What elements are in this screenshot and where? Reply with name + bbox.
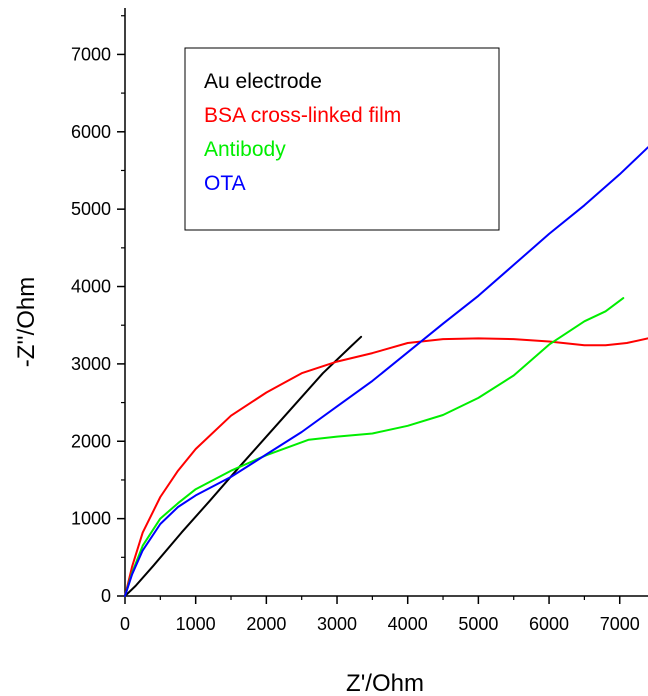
y-tick-label: 5000 <box>71 199 111 219</box>
x-ticks: 0 1000 2000 3000 4000 5000 6000 7000 <box>120 596 640 634</box>
series-line-antibody <box>124 297 625 597</box>
y-tick-label: 2000 <box>71 431 111 451</box>
y-tick-label: 0 <box>101 586 111 606</box>
y-tick-label: 4000 <box>71 277 111 297</box>
x-tick-label: 2000 <box>246 614 286 634</box>
x-tick-label: 3000 <box>317 614 357 634</box>
y-tick-label: 6000 <box>71 122 111 142</box>
y-tick-label: 3000 <box>71 354 111 374</box>
legend-item-ota: OTA <box>204 172 246 195</box>
y-tick-label: 1000 <box>71 509 111 529</box>
x-tick-label: 4000 <box>388 614 428 634</box>
x-tick-label: 1000 <box>176 614 216 634</box>
legend-box <box>184 47 500 231</box>
legend-items: Au electrode BSA cross-linked film Antibod… <box>204 70 401 195</box>
y-ticks: 0 1000 2000 3000 4000 5000 6000 7000 <box>71 15 125 606</box>
axes: 0 1000 2000 3000 4000 5000 6000 7000 0 1000 2000 3… <box>71 8 648 634</box>
x-tick-label: 6000 <box>529 614 569 634</box>
legend-item-au-electrode: Au electrode <box>204 70 322 93</box>
y-axis-title: -Z''/Ohm <box>13 277 40 368</box>
x-tick-label: 5000 <box>458 614 498 634</box>
legend-item-bsa-cross-linked-film: BSA cross-linked film <box>204 104 401 127</box>
x-tick-label: 7000 <box>600 614 640 634</box>
x-axis-title: Z'/Ohm <box>346 670 424 696</box>
legend: Au electrode BSA cross-linked film Antibod… <box>184 47 500 231</box>
legend-item-antibody: Antibody <box>204 138 286 161</box>
x-tick-label: 0 <box>120 614 130 634</box>
series-line-ota <box>124 146 648 597</box>
series-line-bsa-cross-linked-film <box>124 337 648 597</box>
y-tick-label: 7000 <box>71 44 111 64</box>
plot-lines <box>124 146 648 597</box>
